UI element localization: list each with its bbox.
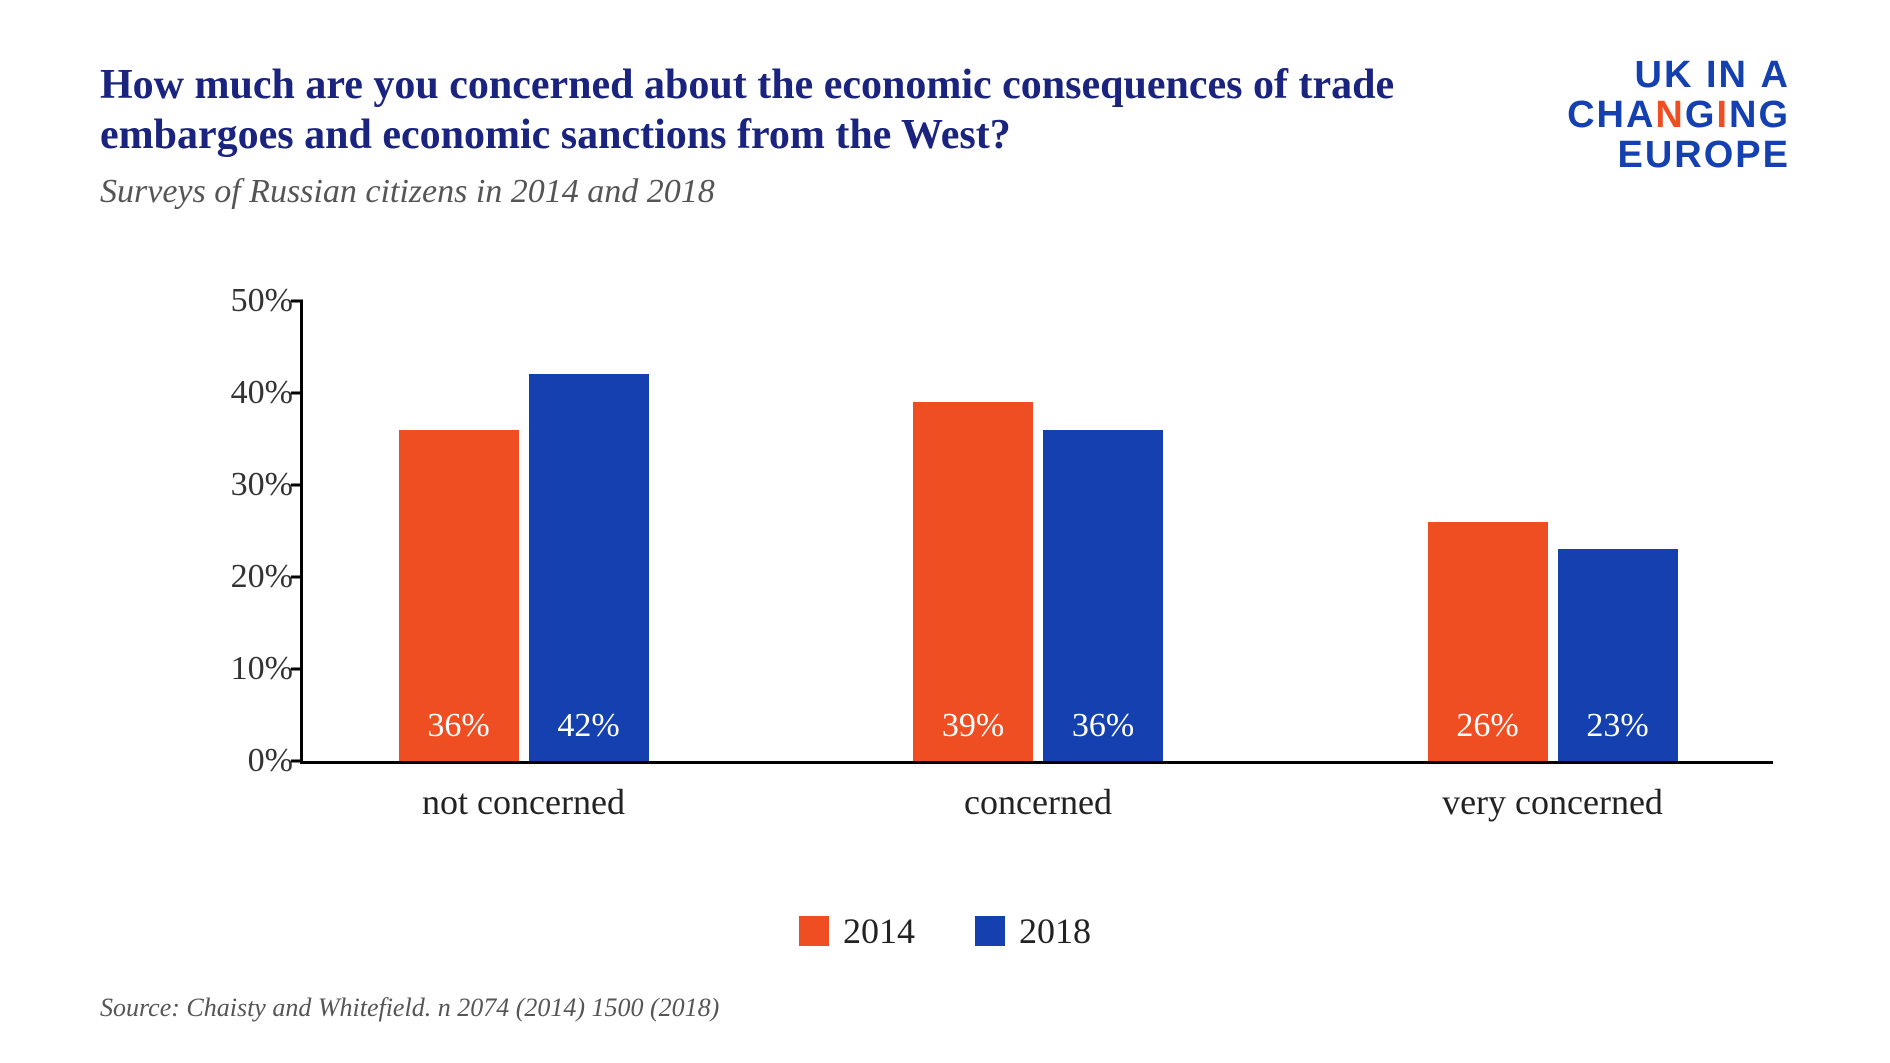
page: How much are you concerned about the eco… bbox=[0, 0, 1890, 1063]
y-tick-mark bbox=[291, 299, 303, 302]
y-tick-mark bbox=[291, 575, 303, 578]
legend-label: 2014 bbox=[843, 910, 915, 952]
bar-group: 36% 42% bbox=[399, 301, 649, 761]
logo-text: UK bbox=[1635, 54, 1694, 96]
y-tick-mark bbox=[291, 483, 303, 486]
logo-text: A bbox=[1761, 54, 1790, 96]
bar: 39% bbox=[913, 301, 1033, 761]
legend-label: 2018 bbox=[1019, 910, 1091, 952]
legend-item: 2018 bbox=[975, 910, 1091, 952]
brand-logo: UK IN A CHANGING EUROPE bbox=[1567, 56, 1790, 176]
chart-title: How much are you concerned about the eco… bbox=[100, 60, 1400, 161]
bar: 36% bbox=[1043, 301, 1163, 761]
x-category-label: very concerned bbox=[1353, 781, 1753, 823]
y-tick-mark bbox=[291, 667, 303, 670]
bar-value-label: 36% bbox=[399, 707, 519, 745]
legend-swatch bbox=[975, 916, 1005, 946]
logo-accent: I bbox=[1716, 94, 1729, 136]
y-tick-label: 50% bbox=[183, 282, 293, 320]
y-tick-label: 20% bbox=[183, 558, 293, 596]
logo-text: NG bbox=[1729, 94, 1790, 136]
y-tick-label: 0% bbox=[183, 742, 293, 780]
source-note: Source: Chaisty and Whitefield. n 2074 (… bbox=[100, 993, 719, 1023]
bar: 36% bbox=[399, 301, 519, 761]
y-tick-label: 30% bbox=[183, 466, 293, 504]
x-category-label: not concerned bbox=[324, 781, 724, 823]
y-tick-mark bbox=[291, 759, 303, 762]
bar-group: 39% 36% bbox=[913, 301, 1163, 761]
bar-value-label: 23% bbox=[1558, 707, 1678, 745]
bar: 23% bbox=[1558, 301, 1678, 761]
legend-swatch bbox=[799, 916, 829, 946]
bar-group: 26% 23% bbox=[1428, 301, 1678, 761]
logo-text: CHA bbox=[1567, 94, 1655, 136]
legend: 2014 2018 bbox=[799, 910, 1091, 952]
chart-subtitle: Surveys of Russian citizens in 2014 and … bbox=[100, 173, 1400, 211]
bar-value-label: 26% bbox=[1428, 707, 1548, 745]
y-tick-mark bbox=[291, 391, 303, 394]
logo-text: EUROPE bbox=[1567, 136, 1790, 176]
logo-accent: N bbox=[1655, 94, 1684, 136]
bar-fill bbox=[529, 374, 649, 760]
plot-area: 0%10%20%30%40%50%36%42%not concerned39%3… bbox=[300, 301, 1773, 764]
logo-text: G bbox=[1685, 94, 1717, 136]
bar-value-label: 36% bbox=[1043, 707, 1163, 745]
y-tick-label: 10% bbox=[183, 650, 293, 688]
bar-value-label: 39% bbox=[913, 707, 1033, 745]
bar-value-label: 42% bbox=[529, 707, 649, 745]
chart-area: 0%10%20%30%40%50%36%42%not concerned39%3… bbox=[180, 281, 1780, 841]
title-block: How much are you concerned about the eco… bbox=[100, 60, 1400, 211]
x-category-label: concerned bbox=[838, 781, 1238, 823]
bar: 42% bbox=[529, 301, 649, 761]
legend-item: 2014 bbox=[799, 910, 915, 952]
header: How much are you concerned about the eco… bbox=[100, 60, 1790, 211]
y-tick-label: 40% bbox=[183, 374, 293, 412]
bar: 26% bbox=[1428, 301, 1548, 761]
logo-text: IN bbox=[1706, 54, 1748, 96]
